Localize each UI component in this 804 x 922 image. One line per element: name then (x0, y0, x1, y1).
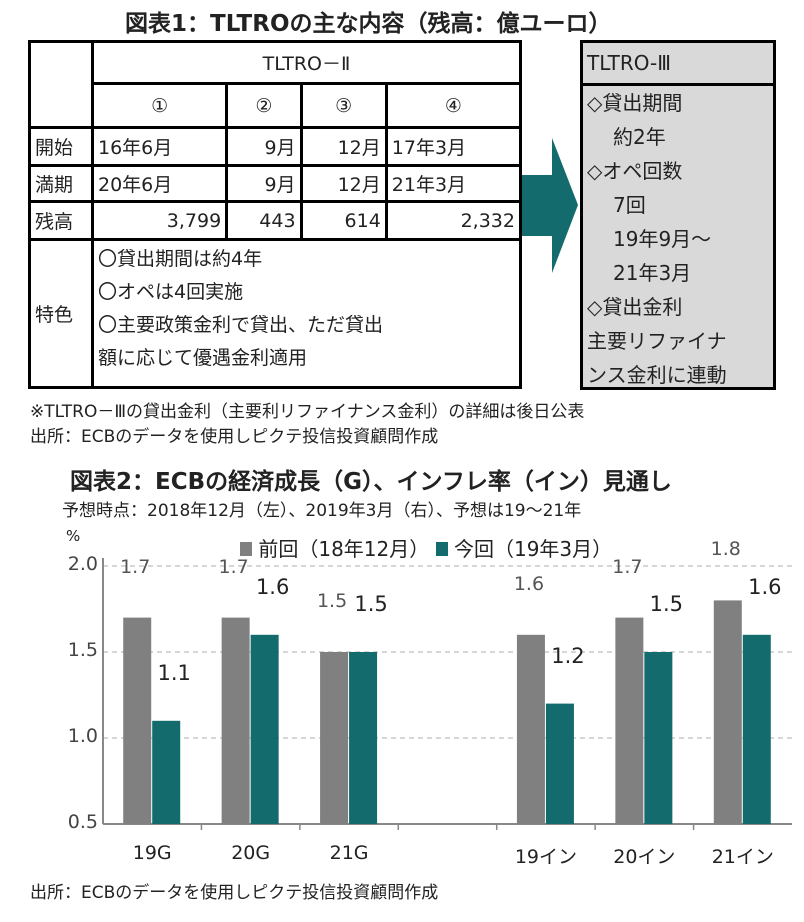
data-label: 1.1 (157, 660, 191, 685)
data-label: 1.6 (513, 572, 545, 595)
y-tick-label: 1.0 (67, 725, 98, 747)
tltro3-line: 主要リファイナ (587, 329, 727, 353)
row-label: 満期 (28, 164, 94, 203)
cell: 614 (299, 200, 388, 241)
x-tick-label: 19イン (514, 846, 578, 868)
feature-line: 〇オペは4回実施 (98, 281, 244, 303)
table-row: 開始 16年6月 9月 12月 17年3月 (28, 126, 523, 167)
cell: 2,332 (384, 200, 523, 241)
table-row: 満期 20年6月 9月 12月 21年3月 (28, 164, 523, 203)
data-label: 1.7 (612, 555, 643, 578)
note: ※TLTRO－Ⅲの貸出金利（主要利リファイナンス金利）の詳細は後日公表 (30, 402, 585, 422)
cell: 9月 (225, 126, 303, 167)
arrow-right-icon (522, 138, 578, 273)
bar-previous (221, 617, 250, 824)
cell: 9月 (225, 164, 303, 203)
tltro3-line: ンス金利に連動 (587, 363, 727, 387)
x-tick-label: 21G (329, 842, 369, 864)
bar-current (545, 703, 574, 824)
row-label: 特色 (28, 238, 94, 389)
bar-previous (123, 617, 152, 824)
chart-subtitle: 予想時点：2018年12月（左）、2019年3月（右）、予想は19～21年 (62, 501, 582, 521)
legend-swatch-current (435, 542, 448, 556)
col-header: ① (90, 82, 229, 129)
y-tick-label: 0.5 (67, 811, 98, 833)
empty-cell (28, 40, 94, 129)
feature-line: 額に応じて優遇金利適用 (98, 347, 308, 369)
cell: 20年6月 (90, 164, 229, 203)
data-label: 1.5 (316, 590, 348, 612)
data-label: 1.5 (354, 592, 388, 616)
feature-line: 〇主要政策金利で貸出、ただ貸出 (98, 314, 384, 336)
bar-current (152, 720, 181, 824)
tltro2-header: TLTRO－Ⅱ (91, 40, 522, 85)
bar-previous (516, 634, 545, 824)
tltro3-line: ◇貸出金利 (587, 295, 683, 319)
data-label: 1.6 (748, 574, 782, 599)
data-label: 1.5 (649, 592, 684, 616)
table-row: 残高 3,799 443 614 2,332 (28, 200, 523, 241)
tltro3-box: TLTRO-Ⅲ ◇貸出期間 約2年 ◇オペ回数 7回 19年9月～ 21年3月 … (580, 40, 776, 390)
col-header: ③ (299, 82, 388, 129)
legend-label: 今回（19年3月） (453, 537, 613, 561)
legend-label: 前回（18年12月） (258, 537, 430, 561)
data-label: 1.7 (120, 555, 151, 578)
tltro3-line: ◇オペ回数 (587, 159, 683, 183)
data-label: 1.7 (218, 555, 249, 578)
row-label: 残高 (28, 200, 94, 241)
tltro3-title: TLTRO-Ⅲ (583, 43, 773, 86)
legend-swatch-previous (240, 542, 252, 556)
tltro3-line: 約2年 (613, 125, 666, 149)
col-header: ② (225, 82, 303, 129)
cell: 21年3月 (384, 164, 523, 203)
cell: 12月 (299, 164, 388, 203)
legend: 前回（18年12月） 今回（19年3月） (240, 533, 612, 562)
cell: 3,799 (90, 200, 229, 241)
tltro3-line: ◇貸出期間 (587, 91, 683, 115)
cell: 16年6月 (90, 126, 229, 167)
y-tick-label: 2.0 (67, 553, 98, 575)
x-tick-label: 20イン (613, 846, 676, 868)
y-unit: % (66, 527, 81, 545)
bar-current (250, 634, 279, 824)
bar-previous (713, 600, 742, 824)
figure1-title: 図表1：TLTROの主な内容（残高：億ユーロ） (125, 11, 612, 37)
data-label: 1.2 (551, 643, 585, 668)
y-tick-label: 1.5 (67, 639, 98, 661)
bar-current (742, 634, 771, 824)
tltro3-line: 7回 (613, 193, 646, 217)
bar-current (644, 652, 673, 824)
data-label: 1.6 (255, 574, 290, 599)
bar-previous (320, 652, 349, 824)
x-tick-label: 20G (231, 842, 271, 864)
row-label: 開始 (28, 126, 94, 167)
feature-line: 〇貸出期間は約4年 (98, 248, 263, 270)
tltro3-line: 19年9月～ (613, 227, 712, 251)
cell: 443 (225, 200, 303, 241)
data-label: 1.8 (710, 538, 741, 561)
cell: 17年3月 (384, 126, 523, 167)
chart-source: 出所：ECBのデータを使用しピクテ投信投資顧問作成 (30, 883, 439, 903)
chart-title: 図表2：ECBの経済成長（G）、インフレ率（イン）見通し (70, 469, 672, 495)
x-tick-label: 21イン (711, 846, 774, 868)
x-tick-label: 19G (132, 842, 172, 864)
tltro3-line: 21年3月 (613, 261, 692, 285)
col-header: ④ (384, 82, 523, 129)
cell: 12月 (299, 126, 388, 167)
bar-current (349, 652, 378, 824)
bar-previous (615, 617, 644, 824)
source: 出所：ECBのデータを使用しピクテ投信投資顧問作成 (30, 427, 439, 447)
